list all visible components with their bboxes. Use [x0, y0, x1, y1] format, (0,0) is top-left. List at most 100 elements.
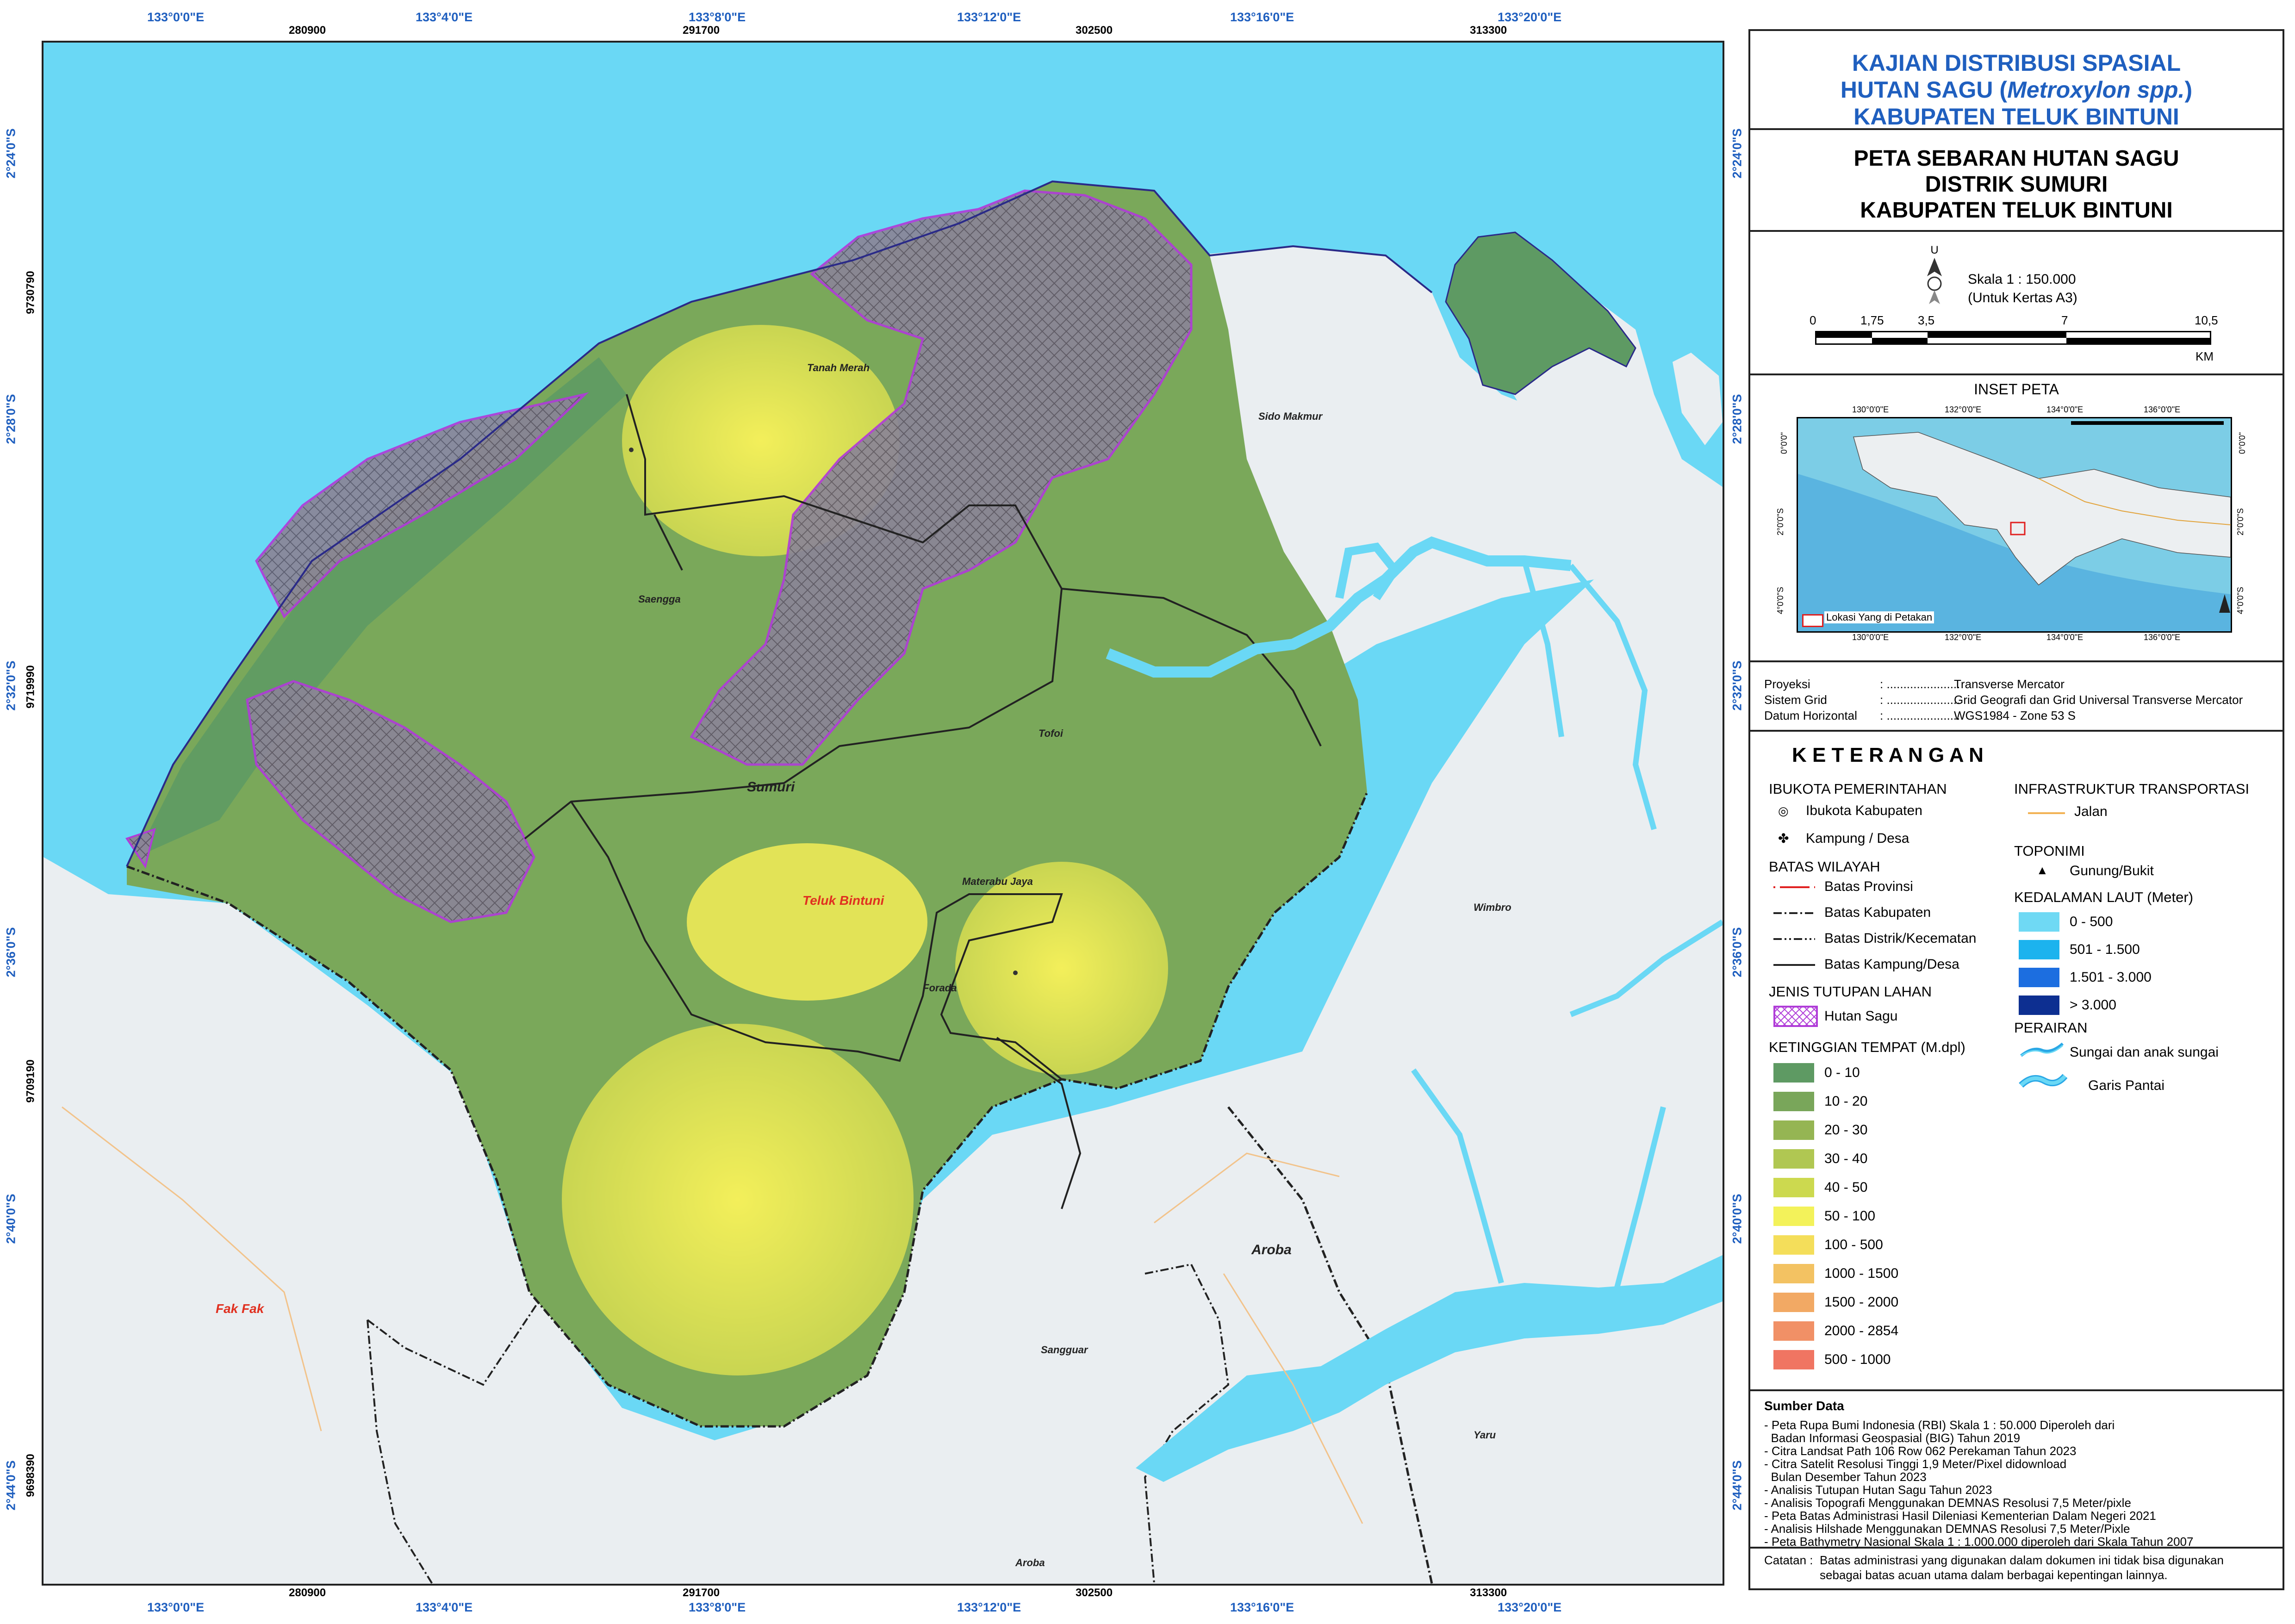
- proj-value: Transverse Mercator: [1954, 677, 2065, 691]
- elevation-swatch: [1773, 1350, 1814, 1369]
- lat-label: 2°36'0"S: [1730, 927, 1744, 977]
- source-line: Bulan Desember Tahun 2023: [1764, 1470, 1927, 1484]
- scale-paper: (Untuk Kertas A3): [1968, 290, 2077, 305]
- lon-label: 133°16'0"E: [1230, 1600, 1294, 1614]
- place-sido-makmur: Sido Makmur: [1258, 411, 1323, 422]
- scale-bar-seg: [1872, 338, 1928, 343]
- river-branches: [1411, 560, 1723, 1288]
- scale-tick: 1,75: [1860, 313, 1884, 327]
- utm-label: 280900: [289, 24, 326, 37]
- river-tofoi: [1106, 536, 1572, 678]
- utm-label: 313300: [1470, 1587, 1507, 1599]
- map-frame[interactable]: Tanah Merah Sido Makmur Saengga Tofoi Su…: [42, 41, 1724, 1586]
- lat-label: 2°28'0"S: [1730, 394, 1744, 444]
- elevation-label: 30 - 40: [1824, 1151, 1868, 1166]
- place-aroba: Aroba: [1251, 1242, 1292, 1257]
- lon-label: 133°12'0"E: [957, 1600, 1021, 1614]
- utm-label: 302500: [1076, 1587, 1113, 1599]
- inset-lon: 130°0'0"E: [1852, 633, 1889, 642]
- inset-lat: 2°0'0"S: [2236, 508, 2245, 536]
- proj-value: Grid Geografi dan Grid Universal Transve…: [1954, 693, 2243, 707]
- elevation-label: 1000 - 1500: [1824, 1266, 1899, 1281]
- place-aroba-south: Aroba: [1015, 1557, 1045, 1568]
- utm-label: 302500: [1076, 24, 1113, 37]
- lat-label: 2°40'0"S: [1730, 1194, 1744, 1244]
- outside-land-east: [1191, 246, 1723, 681]
- elevation-swatch: [1773, 1264, 1814, 1283]
- source-line: - Citra Landsat Path 106 Row 062 Perekam…: [1764, 1444, 2077, 1458]
- mountain-icon: ▲: [2036, 863, 2048, 877]
- elevation-swatch: [1773, 1092, 1814, 1111]
- legend-header-ibukota: IBUKOTA PEMERINTAHAN: [1769, 781, 1947, 797]
- legend-header-perairan: PERAIRAN: [2014, 1020, 2088, 1036]
- elevation-swatch: [1773, 1063, 1814, 1083]
- settlement-dot: [1013, 971, 1018, 975]
- inset-lon: 136°0'0"E: [2144, 405, 2181, 414]
- village-boundary-lines: [524, 394, 1322, 1209]
- place-sumuri: Sumuri: [747, 779, 795, 795]
- utm-label: 9698390: [24, 1454, 37, 1497]
- north-letter: U: [1930, 244, 1939, 256]
- lat-label: 2°40'0"S: [4, 1194, 18, 1244]
- depth-label: 501 - 1.500: [2070, 942, 2140, 957]
- legend-batas-dist: Batas Distrik/Kecematan: [1824, 931, 1977, 946]
- map-title-line-2: DISTRIK SUMURI: [1925, 172, 2108, 197]
- note-line: sebagai batas acuan utama dalam berbagai…: [1820, 1568, 2168, 1582]
- proj-dots: : ......................: [1880, 693, 1960, 707]
- source-line: - Analisis Topografi Menggunakan DEMNAS …: [1764, 1496, 2131, 1510]
- scale-bar-seg: [1928, 332, 2066, 338]
- scale-bar: [1815, 331, 2211, 345]
- source-line: - Analisis Hilshade Menggunakan DEMNAS R…: [1764, 1522, 2130, 1536]
- legend-jalan: Jalan: [2074, 804, 2108, 819]
- place-sangguar: Sangguar: [1041, 1344, 1088, 1356]
- scale-ratio: Skala 1 : 150.000: [1968, 272, 2076, 287]
- elevation-label: 100 - 500: [1824, 1237, 1883, 1252]
- lat-label: 2°24'0"S: [1730, 128, 1744, 179]
- place-materabu-jaya: Materabu Jaya: [962, 876, 1033, 887]
- sources-section: Sumber Data - Peta Rupa Bumi Indonesia (…: [1750, 1389, 2283, 1549]
- highland-south: [562, 1024, 914, 1375]
- depth-label: 1.501 - 3.000: [2070, 970, 2152, 985]
- proj-label: Proyeksi: [1764, 677, 1810, 691]
- legend-title: K E T E R A N G A N: [1792, 744, 1984, 766]
- proj-dots: : ......................: [1880, 677, 1960, 691]
- note-section: Catatan : Batas administrasi yang diguna…: [1750, 1547, 2283, 1587]
- north-arrow-icon: [1927, 258, 1942, 304]
- legend-header-infra: INFRASTRUKTUR TRANSPORTASI: [2014, 781, 2250, 797]
- legend-header-laut: KEDALAMAN LAUT (Meter): [2014, 889, 2194, 905]
- species-name: Metroxylon spp.: [2007, 77, 2185, 103]
- lon-label: 133°12'0"E: [957, 10, 1021, 24]
- lat-label: 2°44'0"S: [1730, 1460, 1744, 1511]
- legend-garis-pantai: Garis Pantai: [2088, 1078, 2165, 1093]
- inset-map[interactable]: [1797, 417, 2232, 633]
- scale-tick: 7: [2061, 313, 2068, 327]
- map-title-line-1: PETA SEBARAN HUTAN SAGU: [1853, 146, 2179, 171]
- inset-title: INSET PETA: [1974, 381, 2059, 398]
- map-canvas[interactable]: [44, 43, 1723, 1584]
- legend-sungai: Sungai dan anak sungai: [2070, 1045, 2219, 1060]
- lon-label: 133°4'0"E: [416, 1600, 473, 1614]
- utm-label: 291700: [683, 24, 720, 37]
- elevation-swatch: [1773, 1321, 1814, 1341]
- study-title-section: KAJIAN DISTRIBUSI SPASIAL HUTAN SAGU (Me…: [1750, 31, 2283, 130]
- source-line: - Peta Batas Administrasi Hasil Dilenias…: [1764, 1509, 2156, 1523]
- note-label: Catatan :: [1764, 1553, 1813, 1567]
- elevation-swatch: [1773, 1235, 1814, 1255]
- sagu-forest-3: [246, 680, 535, 923]
- lon-label: 133°0'0"E: [147, 10, 205, 24]
- legend-kampung: Kampung / Desa: [1806, 831, 1909, 846]
- place-forada: Forada: [923, 982, 957, 994]
- sagu-forest-1: [690, 189, 1193, 766]
- legend-header-ketinggian: KETINGGIAN TEMPAT (M.dpl): [1769, 1039, 1965, 1055]
- lon-label: 133°8'0"E: [689, 10, 746, 24]
- lon-label: 133°20'0"E: [1498, 1600, 1562, 1614]
- source-line: - Citra Satelit Resolusi Tinggi 1,9 Mete…: [1764, 1457, 2067, 1471]
- district-boundary: [126, 792, 1433, 1584]
- inset-lon: 130°0'0"E: [1852, 405, 1889, 414]
- legend-gunung: Gunung/Bukit: [2070, 863, 2154, 878]
- road-lines: [62, 1106, 1363, 1524]
- inset-lat: 4°0'0"S: [2236, 586, 2245, 615]
- legend-ibukota-kab: Ibukota Kabupaten: [1806, 803, 1922, 818]
- legend-batas-prov: Batas Provinsi: [1824, 879, 1913, 894]
- study-title-line-3: KABUPATEN TELUK BINTUNI: [1853, 104, 2179, 130]
